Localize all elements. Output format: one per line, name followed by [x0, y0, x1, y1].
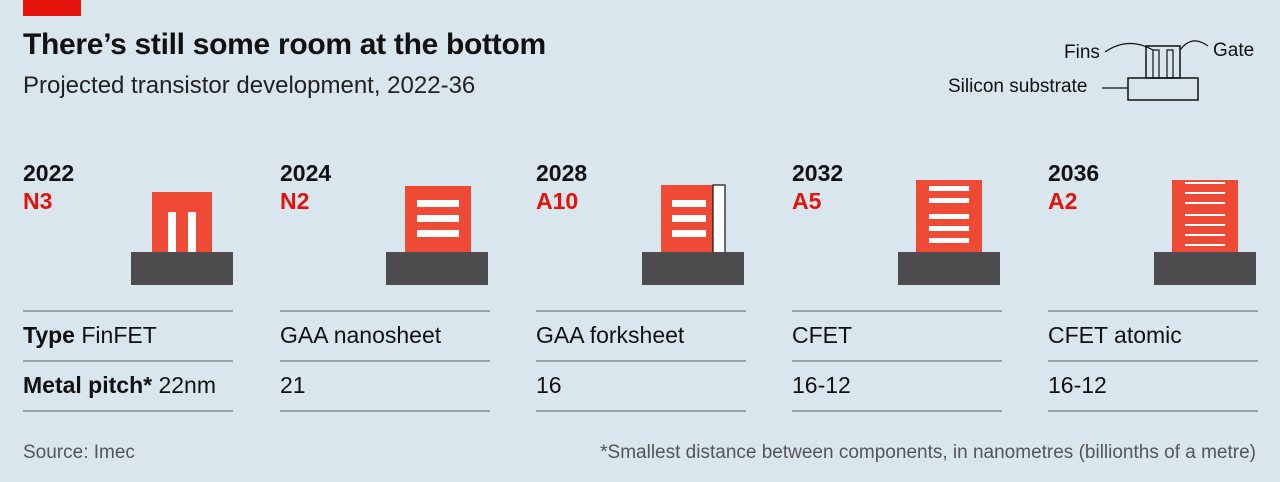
metal-pitch-value: 16 — [536, 372, 562, 398]
divider — [1048, 360, 1258, 362]
divider — [536, 360, 746, 362]
legend-gate-label: Gate — [1213, 40, 1255, 61]
type-value: GAA forksheet — [536, 322, 685, 348]
type-value: CFET atomic — [1048, 322, 1182, 348]
column-year: 2028 — [536, 160, 588, 186]
metal-pitch-value: 21 — [280, 372, 306, 398]
divider — [536, 310, 746, 312]
metal-pitch-row-label: Metal pitch* — [23, 372, 153, 398]
cfet-diagram — [898, 180, 1000, 285]
metal-pitch-value: 16-12 — [1048, 372, 1107, 398]
column-node: N3 — [23, 188, 53, 214]
column-node: A2 — [1048, 188, 1078, 214]
divider — [536, 410, 746, 412]
divider — [1048, 310, 1258, 312]
legend-fins-label: Fins — [1064, 42, 1100, 63]
column-2028: 2028 A10 GAA forksheet 16 — [536, 160, 746, 420]
type-value: FinFET — [81, 322, 157, 348]
divider — [792, 360, 1002, 362]
column-year: 2022 — [23, 160, 75, 186]
brand-red-tag — [23, 0, 81, 16]
source-note: Source: Imec — [23, 442, 135, 463]
gaa-forksheet-diagram — [642, 184, 744, 285]
divider — [23, 410, 233, 412]
type-row-label: Type — [23, 322, 75, 348]
column-2022: 2022 N3 Type FinFET Metal pitch* 22nm — [23, 160, 233, 420]
transistor-legend: Fins Gate Silicon substrate — [940, 30, 1270, 110]
column-2032: 2032 A5 CFET 16-12 — [792, 160, 1002, 420]
page-subtitle: Projected transistor development, 2022-3… — [23, 72, 476, 99]
divider — [23, 360, 233, 362]
column-year: 2032 — [792, 160, 844, 186]
metal-pitch-value: 16-12 — [792, 372, 851, 398]
type-value: CFET — [792, 322, 853, 348]
column-node: A5 — [792, 188, 822, 214]
column-year: 2036 — [1048, 160, 1100, 186]
metal-pitch-value: 22nm — [158, 372, 217, 398]
column-2036: 2036 A2 CFET atomic 16-12 — [1048, 160, 1258, 420]
divider — [280, 410, 490, 412]
column-year: 2024 — [280, 160, 332, 186]
page-title: There’s still some room at the bottom — [23, 28, 546, 61]
cfet-atomic-diagram — [1154, 180, 1256, 285]
column-node: N2 — [280, 188, 310, 214]
divider — [1048, 410, 1258, 412]
legend-diagram — [1102, 40, 1209, 101]
footnote: *Smallest distance between components, i… — [600, 442, 1256, 463]
divider — [280, 310, 490, 312]
column-2024: 2024 N2 GAA nanosheet 21 — [280, 160, 490, 420]
divider — [792, 310, 1002, 312]
legend-substrate-label: Silicon substrate — [948, 76, 1088, 97]
divider — [792, 410, 1002, 412]
gaa-nanosheet-diagram — [386, 186, 488, 285]
divider — [23, 310, 233, 312]
finfet-diagram — [131, 192, 233, 285]
column-node: A10 — [536, 188, 579, 214]
type-value: GAA nanosheet — [280, 322, 442, 348]
divider — [280, 360, 490, 362]
